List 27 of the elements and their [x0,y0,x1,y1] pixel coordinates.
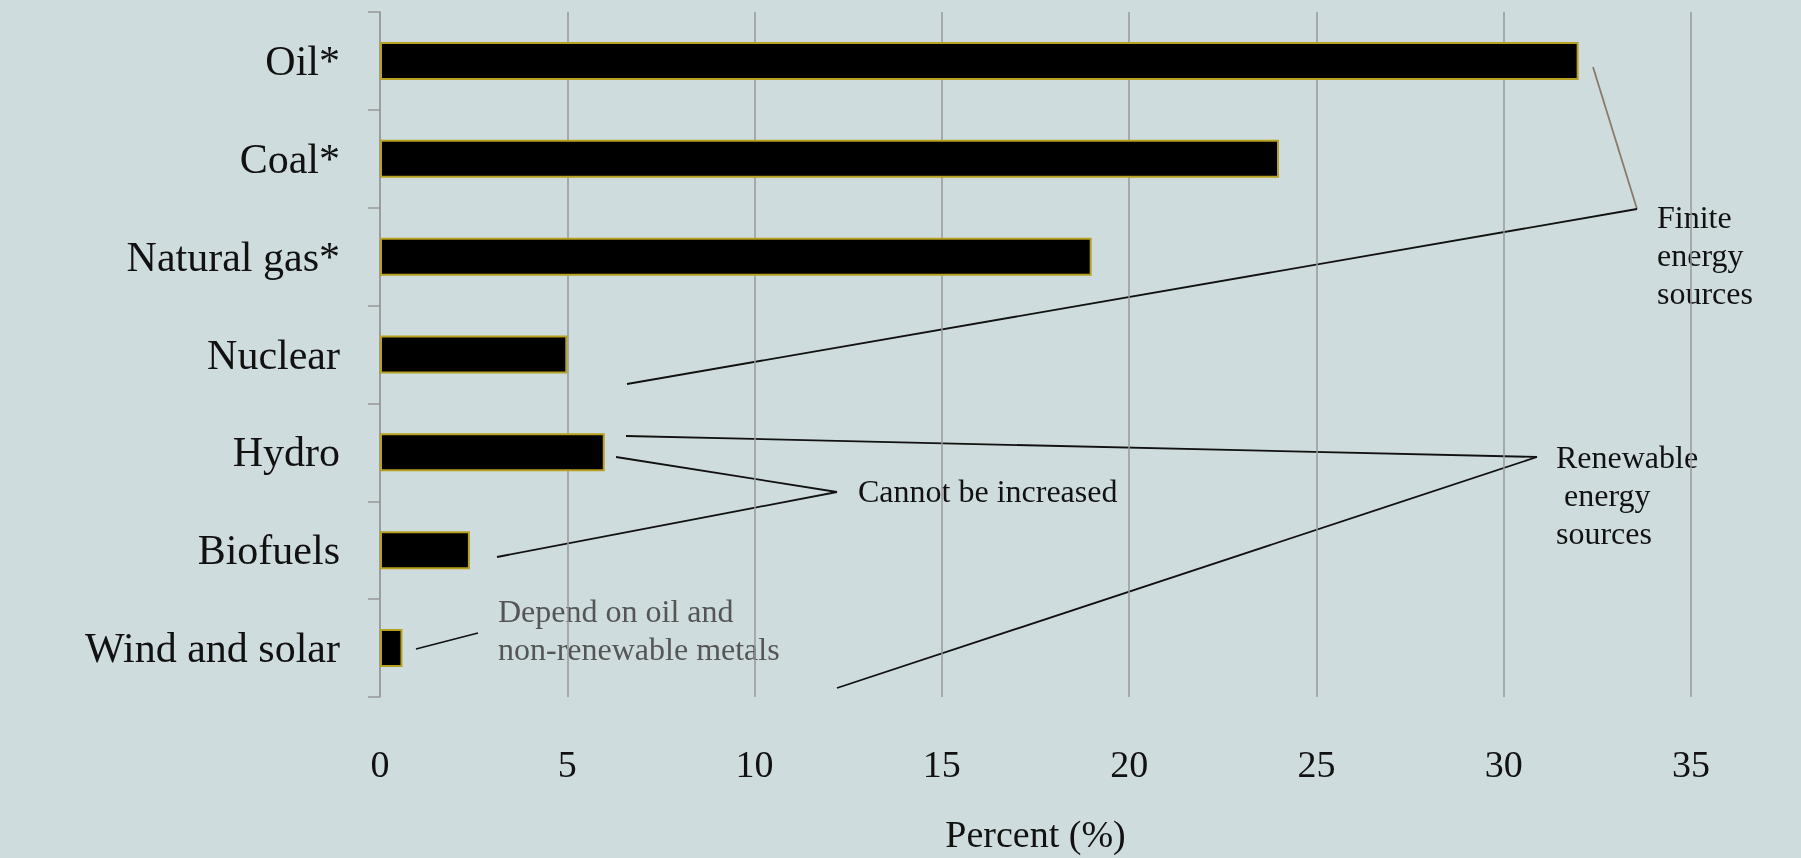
bar [380,433,605,472]
x-tick-label: 15 [922,743,961,785]
y-tick-label: Wind and solar [85,625,340,672]
x-tick-label: 30 [1484,743,1523,785]
annotation: Cannot be increased [858,473,1118,509]
annotation: Depend on oil and non-renewable metals [498,593,780,667]
bar [380,335,568,374]
annotation: Finite energy sources [1657,199,1753,311]
y-tick-label: Biofuels [197,527,340,574]
x-tick-label: 5 [557,743,577,785]
y-tick-label: Oil* [265,37,340,84]
x-tick-label: 25 [1297,743,1336,785]
annotation: Renewable energy sources [1556,439,1699,551]
bar [380,531,470,570]
bar [380,237,1092,276]
x-tick-label: 20 [1110,743,1149,785]
y-tick-label: Nuclear [207,331,340,378]
bar [380,629,403,668]
y-tick-label: Natural gas* [126,233,340,280]
bar [380,41,1579,80]
y-tick-label: Hydro [232,429,340,476]
x-axis-title: Percent (%) [945,813,1126,856]
y-tick-label: Coal* [239,135,340,182]
x-tick-label: 35 [1672,743,1710,785]
x-tick-label: 0 [370,743,390,785]
x-tick-label: 10 [735,743,774,785]
bar [380,139,1279,178]
